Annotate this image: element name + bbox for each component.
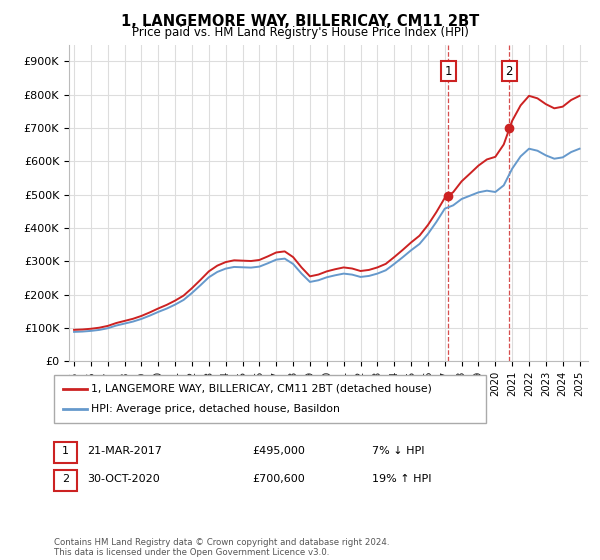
Text: £700,600: £700,600 (252, 474, 305, 484)
Text: 2: 2 (62, 474, 69, 484)
Text: HPI: Average price, detached house, Basildon: HPI: Average price, detached house, Basi… (91, 404, 340, 414)
Text: 1: 1 (62, 446, 69, 456)
Text: 7% ↓ HPI: 7% ↓ HPI (372, 446, 425, 456)
Text: 30-OCT-2020: 30-OCT-2020 (87, 474, 160, 484)
Text: £495,000: £495,000 (252, 446, 305, 456)
Text: Contains HM Land Registry data © Crown copyright and database right 2024.
This d: Contains HM Land Registry data © Crown c… (54, 538, 389, 557)
Text: 21-MAR-2017: 21-MAR-2017 (87, 446, 162, 456)
Text: 2: 2 (506, 65, 513, 78)
Text: 1, LANGEMORE WAY, BILLERICAY, CM11 2BT (detached house): 1, LANGEMORE WAY, BILLERICAY, CM11 2BT (… (91, 384, 432, 394)
Text: 1: 1 (445, 65, 452, 78)
Text: 19% ↑ HPI: 19% ↑ HPI (372, 474, 431, 484)
Text: 1, LANGEMORE WAY, BILLERICAY, CM11 2BT: 1, LANGEMORE WAY, BILLERICAY, CM11 2BT (121, 14, 479, 29)
Text: Price paid vs. HM Land Registry's House Price Index (HPI): Price paid vs. HM Land Registry's House … (131, 26, 469, 39)
